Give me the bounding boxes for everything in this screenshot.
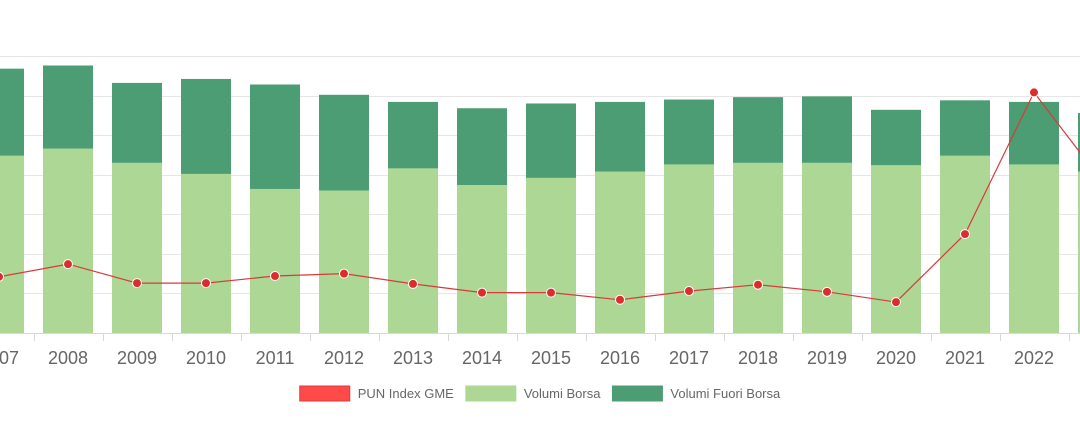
bar-volumi-fuori-borsa bbox=[802, 96, 852, 163]
pun-index-point bbox=[546, 287, 556, 298]
bar-volumi-borsa bbox=[1078, 171, 1080, 333]
bar-volumi-fuori-borsa bbox=[250, 84, 300, 189]
pun-index-point bbox=[408, 278, 418, 289]
bar-volumi-fuori-borsa bbox=[181, 78, 231, 174]
x-tick-label: 2007 bbox=[0, 348, 19, 368]
legend-item: Volumi Borsa bbox=[465, 385, 601, 402]
bar-volumi-fuori-borsa bbox=[595, 101, 645, 172]
bar-volumi-borsa bbox=[664, 164, 714, 333]
bar-volumi-borsa bbox=[0, 155, 24, 333]
legend-swatch bbox=[299, 385, 351, 402]
bar-volumi-fuori-borsa bbox=[457, 108, 507, 186]
bar-volumi-fuori-borsa bbox=[871, 109, 921, 166]
bar-volumi-fuori-borsa bbox=[1078, 112, 1080, 172]
bar-volumi-borsa bbox=[871, 165, 921, 333]
bar-volumi-fuori-borsa bbox=[112, 82, 162, 163]
x-tick-label: 2014 bbox=[462, 348, 502, 368]
bar-volumi-fuori-borsa bbox=[388, 101, 438, 169]
bar-volumi-borsa bbox=[733, 162, 783, 333]
pun-index-point bbox=[132, 278, 142, 289]
bar-volumi-fuori-borsa bbox=[43, 65, 93, 149]
pun-index-point bbox=[960, 229, 970, 240]
pun-index-point bbox=[822, 286, 832, 297]
bar-volumi-borsa bbox=[319, 190, 369, 333]
bar-volumi-borsa bbox=[595, 171, 645, 333]
bar-volumi-borsa bbox=[940, 155, 990, 333]
x-tick-label: 2018 bbox=[738, 348, 778, 368]
bar-volumi-borsa bbox=[181, 173, 231, 333]
bars bbox=[0, 65, 1080, 333]
x-tick-label: 2011 bbox=[256, 348, 295, 368]
line-series bbox=[0, 87, 1080, 308]
x-tick-label: 2017 bbox=[669, 348, 709, 368]
bar-volumi-fuori-borsa bbox=[0, 68, 24, 156]
pun-index-point bbox=[201, 278, 211, 289]
pun-index-point bbox=[63, 259, 73, 270]
pun-index-point bbox=[0, 271, 4, 282]
legend-item: Volumi Fuori Borsa bbox=[611, 385, 781, 402]
x-tick-label: 2016 bbox=[600, 348, 640, 368]
x-axis: 2007 2008 2009 2010 2011 2012 2013 2014 2015 2016… bbox=[0, 333, 1080, 368]
legend-swatch bbox=[611, 385, 663, 402]
bar-volumi-fuori-borsa bbox=[526, 103, 576, 178]
bar-volumi-fuori-borsa bbox=[319, 94, 369, 191]
bar-volumi-fuori-borsa bbox=[733, 97, 783, 163]
bar-volumi-borsa bbox=[526, 177, 576, 333]
pun-index-point bbox=[684, 286, 694, 297]
pun-index-point bbox=[753, 279, 763, 290]
x-tick-label: 2020 bbox=[876, 348, 916, 368]
bar-volumi-borsa bbox=[388, 168, 438, 333]
x-tick-label: 2010 bbox=[186, 348, 226, 368]
bar-volumi-fuori-borsa bbox=[1009, 101, 1059, 165]
legend-label: Volumi Borsa bbox=[524, 386, 601, 401]
bar-volumi-borsa bbox=[1009, 164, 1059, 333]
bar-volumi-borsa bbox=[802, 162, 852, 333]
legend-item: PUN Index GME bbox=[299, 385, 454, 402]
bar-volumi-fuori-borsa bbox=[940, 100, 990, 156]
bar-volumi-borsa bbox=[250, 188, 300, 333]
x-tick-label: 2008 bbox=[48, 348, 88, 368]
bar-volumi-fuori-borsa bbox=[664, 99, 714, 165]
legend-label: PUN Index GME bbox=[358, 386, 454, 401]
legend-label: Volumi Fuori Borsa bbox=[670, 386, 781, 401]
x-tick-label: 2015 bbox=[531, 348, 571, 368]
bar-volumi-borsa bbox=[112, 162, 162, 333]
pun-index-point bbox=[477, 287, 487, 298]
pun-index-point bbox=[270, 271, 280, 282]
x-tick-label: 2021 bbox=[945, 348, 985, 368]
x-tick-label: 2019 bbox=[807, 348, 847, 368]
x-tick-label: 2022 bbox=[1014, 348, 1054, 368]
pun-index-point bbox=[1029, 87, 1039, 98]
pun-index-point bbox=[891, 297, 901, 308]
pun-index-point bbox=[615, 294, 625, 305]
x-tick-label: 2009 bbox=[117, 348, 157, 368]
legend-swatch bbox=[465, 385, 517, 402]
bar-volumi-borsa bbox=[43, 148, 93, 333]
pun-index-point bbox=[339, 268, 349, 279]
bar-volumi-borsa bbox=[457, 185, 507, 333]
legend: PUN Index GME Volumi Borsa Volumi Fuori Bo… bbox=[299, 385, 781, 402]
x-tick-label: 2012 bbox=[324, 348, 364, 368]
x-tick-label: 2013 bbox=[393, 348, 433, 368]
